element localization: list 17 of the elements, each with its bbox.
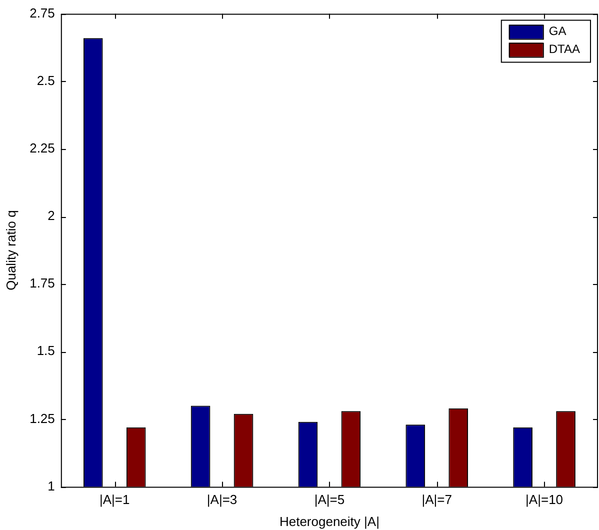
y-tick-label: 1	[48, 478, 55, 494]
legend-label: GA	[548, 24, 566, 38]
y-tick-label: 2.25	[30, 140, 55, 156]
x-tick-label: |A|=3	[206, 492, 238, 508]
y-tick-label: 1.75	[30, 276, 55, 291]
x-tick-label: |A|=7	[422, 492, 452, 508]
y-tick-label: 2.5	[36, 72, 55, 88]
y-axis-title: Quality ratio q	[3, 210, 18, 290]
x-tick-label: |A|=1	[99, 492, 130, 508]
y-tick-label: 1.25	[30, 410, 55, 426]
x-tick-label: |A|=5	[314, 492, 345, 508]
x-tick-label: |A|=10	[526, 492, 564, 508]
y-tick-label: 1.5	[36, 343, 55, 358]
legend-label: DTAA	[548, 42, 580, 56]
x-axis-title: Heterogeneity |A|	[279, 514, 380, 529]
y-tick-label: 2	[48, 208, 55, 224]
y-tick-label: 2.75	[30, 5, 55, 20]
